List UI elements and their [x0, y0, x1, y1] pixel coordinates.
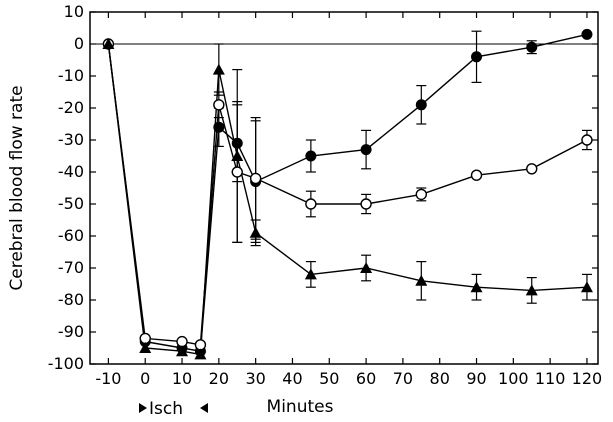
x-tick-label: -10 [95, 369, 121, 388]
x-tick-label: 120 [572, 369, 603, 388]
y-tick-label: -10 [58, 66, 84, 85]
plot-frame [89, 11, 599, 365]
x-tick-label: 50 [319, 369, 339, 388]
y-tick-label: -100 [48, 354, 84, 373]
left-arrow-icon [200, 403, 208, 413]
data-point-open-circle [470, 169, 483, 181]
data-point-filled-triangle [176, 345, 189, 357]
x-tick-label: 70 [393, 369, 413, 388]
x-tick-label: 20 [209, 369, 229, 388]
data-point-filled-circle [360, 144, 372, 156]
ischemia-label: Isch [149, 399, 183, 419]
data-point-filled-triangle [525, 284, 538, 296]
y-tick-label: -80 [58, 290, 84, 309]
data-point-open-circle [249, 172, 262, 185]
data-point-filled-triangle [249, 226, 262, 238]
data-point-filled-triangle [231, 150, 244, 161]
y-tick-label: -50 [58, 194, 84, 213]
data-point-open-circle [139, 332, 151, 345]
x-tick-label: 60 [356, 369, 376, 388]
series-line-3 [107, 43, 588, 356]
y-tick-label: 0 [74, 34, 84, 53]
y-tick-label: -70 [58, 258, 84, 277]
x-tick-label: 80 [430, 369, 450, 388]
data-point-filled-triangle [360, 262, 373, 273]
x-tick-label: 0 [140, 369, 150, 388]
data-point-filled-circle [526, 41, 538, 53]
data-point-filled-circle [213, 121, 225, 133]
data-point-open-circle [360, 198, 372, 210]
x-tick-label: 90 [466, 369, 486, 388]
y-tick-label: -30 [58, 130, 84, 149]
data-point-filled-circle [471, 51, 483, 63]
axis-ticks: 100-10-20-30-40-50-60-70-80-90-100-10 0 10… [48, 2, 603, 388]
data-point-filled-circle [305, 150, 317, 162]
x-tick-label: 110 [535, 369, 566, 388]
y-tick-label: 10 [64, 2, 84, 21]
x-tick-label: 40 [282, 369, 302, 388]
data-point-filled-triangle [139, 342, 152, 353]
data-point-filled-triangle [194, 348, 207, 360]
data-point-open-circle [581, 134, 593, 146]
data-point-filled-triangle [470, 281, 483, 293]
y-tick-label: -90 [58, 322, 84, 341]
data-point-filled-circle [581, 28, 593, 40]
y-axis-title: Cerebral blood flow rate [7, 85, 27, 290]
x-axis-title: Minutes [267, 397, 334, 417]
x-tick-label: 10 [172, 369, 192, 388]
series-lines [107, 33, 588, 356]
data-point-filled-triangle [304, 268, 317, 280]
data-point-open-circle [526, 163, 538, 175]
series-line-1 [107, 33, 588, 353]
x-tick-label: 100 [498, 369, 529, 388]
x-tick-label: 30 [245, 369, 265, 388]
right-arrow-icon [139, 403, 147, 413]
data-point-filled-triangle [415, 274, 428, 286]
data-point-open-circle [194, 339, 207, 351]
data-point-open-circle [176, 335, 188, 348]
data-point-filled-circle [231, 137, 243, 149]
data-point-open-circle [213, 99, 225, 111]
data-point-filled-triangle [580, 281, 593, 293]
data-point-open-circle [231, 166, 243, 178]
ischemia-annotation: Isch [139, 399, 208, 419]
data-point-filled-circle [415, 99, 427, 111]
data-point-filled-triangle [102, 38, 115, 49]
data-point-filled-triangle [212, 63, 225, 75]
y-tick-label: -60 [58, 226, 84, 245]
data-point-open-circle [305, 198, 317, 210]
data-point-open-circle [415, 188, 428, 201]
y-tick-label: -20 [58, 98, 84, 117]
series-markers [102, 28, 593, 360]
series-line-2 [107, 43, 588, 346]
y-tick-label: -40 [58, 162, 84, 181]
